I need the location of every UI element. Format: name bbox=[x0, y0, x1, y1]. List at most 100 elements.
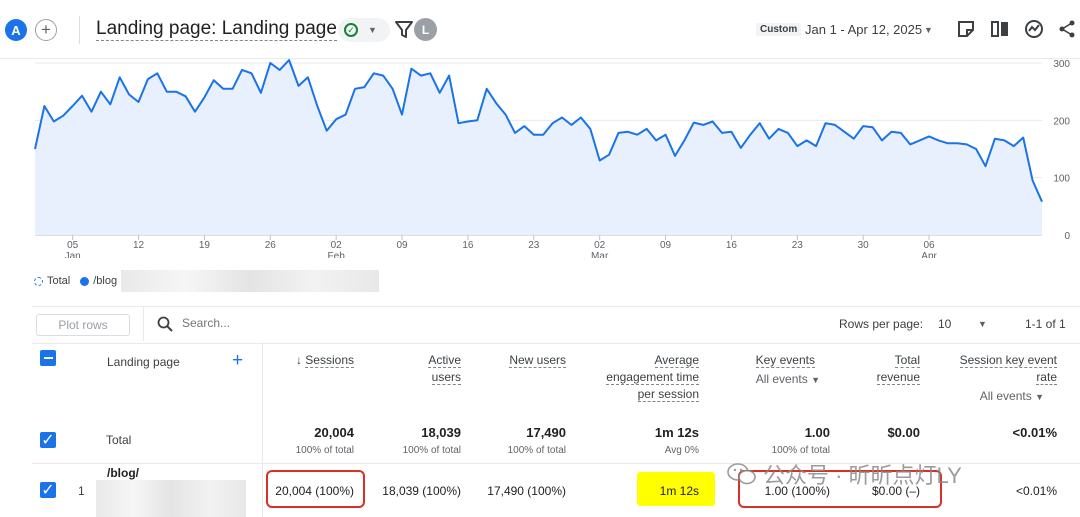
chart-legend: Total /blog bbox=[34, 270, 380, 292]
row-sessions: 20,004 (100%) bbox=[275, 484, 354, 498]
x-tick-label: 02 bbox=[594, 240, 606, 251]
x-tick-label: 09 bbox=[396, 240, 408, 251]
date-range-picker[interactable]: Jan 1 - Apr 12, 2025 bbox=[805, 22, 923, 37]
sort-desc-icon: ↓ bbox=[295, 353, 306, 367]
insights-icon[interactable] bbox=[1024, 19, 1044, 39]
x-month-label: Feb bbox=[328, 251, 346, 258]
table-toolbar bbox=[32, 306, 1080, 344]
key-events-filter[interactable]: All events ▼ bbox=[755, 372, 820, 386]
engagement-highlight bbox=[637, 472, 715, 506]
header-divider bbox=[79, 16, 80, 44]
x-tick-label: 12 bbox=[133, 240, 145, 251]
x-tick-label: 05 bbox=[67, 240, 79, 251]
add-dimension-button[interactable]: + bbox=[232, 350, 244, 371]
rows-per-page-label: Rows per page: bbox=[839, 317, 924, 331]
search-input[interactable] bbox=[182, 316, 382, 330]
total-active-users-share: 100% of total bbox=[402, 445, 461, 456]
total-key-event-rate: <0.01% bbox=[1012, 425, 1057, 440]
row-engagement-time: 1m 12s bbox=[659, 484, 699, 498]
rows-per-page-select[interactable]: 10 bbox=[938, 317, 952, 331]
x-tick-label: 26 bbox=[265, 240, 277, 251]
x-tick-label: 16 bbox=[462, 240, 474, 251]
y-tick-label: 0 bbox=[1064, 231, 1070, 242]
row-active-users: 18,039 (100%) bbox=[382, 484, 461, 498]
row-checkbox[interactable]: ✓ bbox=[40, 482, 56, 499]
chevron-down-icon: ▼ bbox=[811, 375, 820, 385]
total-new-users-share: 100% of total bbox=[507, 445, 566, 456]
report-title[interactable]: Landing page: Landing page bbox=[96, 18, 337, 41]
legend-label-total: Total bbox=[47, 275, 71, 287]
share-report-icon[interactable] bbox=[956, 19, 976, 39]
plot-rows-button[interactable]: Plot rows bbox=[36, 314, 130, 336]
row-index: 1 bbox=[78, 484, 85, 498]
column-header-sessions[interactable]: ↓ Sessions bbox=[295, 353, 354, 368]
report-header bbox=[0, 0, 1080, 59]
annotation-box-sessions bbox=[266, 470, 365, 508]
column-header-key-events[interactable]: Key events bbox=[755, 353, 815, 368]
total-sessions-share: 100% of total bbox=[295, 445, 354, 456]
column-header-total-revenue[interactable]: Total revenue bbox=[876, 353, 920, 385]
y-tick-label: 200 bbox=[1053, 116, 1070, 127]
pagination-info: 1-1 of 1 bbox=[1025, 317, 1066, 331]
select-all-checkbox[interactable] bbox=[40, 350, 56, 366]
column-header-active-users[interactable]: Active users bbox=[428, 353, 461, 385]
column-header-engagement-time[interactable]: Average engagement time per session bbox=[606, 353, 699, 402]
custom-date-badge: Custom bbox=[756, 23, 802, 36]
total-sessions: 20,004 bbox=[314, 425, 354, 440]
total-series-marker bbox=[34, 276, 43, 286]
x-tick-label: 23 bbox=[792, 240, 804, 251]
total-revenue: $0.00 bbox=[887, 425, 920, 440]
compare-icon[interactable] bbox=[990, 19, 1010, 39]
x-tick-label: 02 bbox=[331, 240, 343, 251]
x-tick-label: 19 bbox=[199, 240, 211, 251]
row-revenue: $0.00 (–) bbox=[871, 484, 920, 498]
add-comparison-button[interactable]: + bbox=[35, 19, 57, 41]
total-engagement-avg: Avg 0% bbox=[664, 445, 699, 456]
series-line-blog bbox=[34, 59, 1043, 203]
row-key-events: 1.00 (100%) bbox=[764, 484, 830, 498]
dimension-header[interactable]: Landing page bbox=[107, 355, 180, 369]
x-month-label: Mar bbox=[591, 251, 609, 258]
x-tick-label: 09 bbox=[660, 240, 672, 251]
x-month-label: Apr bbox=[921, 251, 937, 258]
x-month-label: Jan bbox=[65, 251, 81, 258]
total-key-events-share: 100% of total bbox=[771, 445, 830, 456]
column-header-new-users[interactable]: New users bbox=[509, 353, 566, 368]
search-icon bbox=[157, 316, 173, 332]
x-tick-label: 30 bbox=[858, 240, 870, 251]
series-area bbox=[35, 60, 1042, 235]
chevron-down-icon: ▼ bbox=[368, 25, 377, 35]
total-new-users: 17,490 bbox=[526, 425, 566, 440]
total-engagement-time: 1m 12s bbox=[654, 425, 699, 440]
total-active-users: 18,039 bbox=[421, 425, 461, 440]
annotation-box-events-revenue bbox=[738, 470, 942, 508]
row-key-event-rate: <0.01% bbox=[1015, 484, 1057, 498]
chevron-down-icon: ▼ bbox=[1035, 392, 1044, 402]
row-divider bbox=[32, 463, 1080, 464]
y-tick-label: 300 bbox=[1053, 59, 1070, 70]
x-tick-label: 06 bbox=[924, 240, 936, 251]
chevron-down-icon[interactable]: ▼ bbox=[978, 319, 987, 329]
chevron-down-icon[interactable]: ▼ bbox=[924, 25, 933, 35]
account-avatar[interactable]: A bbox=[5, 19, 27, 41]
filter-icon[interactable] bbox=[395, 19, 413, 39]
x-tick-label: 23 bbox=[528, 240, 540, 251]
total-row-label: Total bbox=[106, 433, 132, 447]
blog-series-marker bbox=[80, 276, 90, 286]
toolbar-divider bbox=[143, 307, 144, 341]
wechat-icon bbox=[727, 463, 756, 485]
check-circle-icon: ✓ bbox=[344, 23, 358, 37]
comparison-avatar[interactable]: L bbox=[414, 18, 437, 41]
legend-label-blog: /blog bbox=[93, 275, 118, 287]
column-header-session-key-event-rate[interactable]: Session key event rate bbox=[959, 353, 1057, 385]
row-landing-page[interactable]: /blog/ bbox=[107, 466, 139, 480]
x-tick-label: 16 bbox=[726, 240, 738, 251]
total-row-checkbox[interactable]: ✓ bbox=[40, 432, 56, 449]
report-status-chip[interactable]: ✓ ▼ bbox=[338, 18, 390, 42]
share-icon[interactable] bbox=[1057, 19, 1077, 39]
redacted-block bbox=[96, 480, 246, 517]
dimension-column-divider bbox=[262, 342, 263, 517]
y-tick-label: 100 bbox=[1053, 174, 1070, 185]
key-event-rate-filter[interactable]: All events ▼ bbox=[979, 389, 1044, 403]
